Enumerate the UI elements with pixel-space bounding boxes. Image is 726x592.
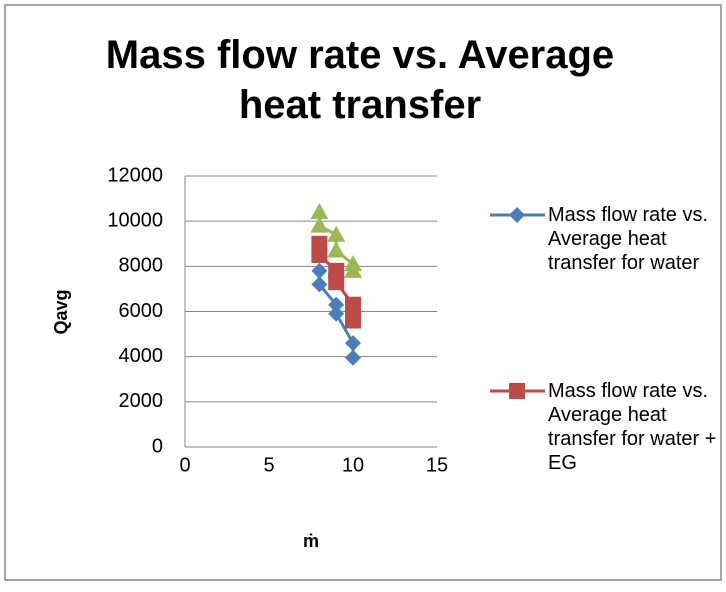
- x-tick-label: 5: [263, 454, 274, 476]
- marker: [327, 225, 346, 242]
- marker: [328, 274, 345, 291]
- chart-title: Mass flow rate vs. Average heat transfer: [105, 33, 615, 127]
- marker: [310, 203, 329, 220]
- marker: [328, 305, 345, 322]
- y-tick-label: 2000: [119, 390, 164, 412]
- marker: [345, 312, 361, 329]
- chart-border: [4, 4, 722, 581]
- y-tick-label: 4000: [119, 345, 164, 367]
- marker: [327, 241, 346, 258]
- marker: [328, 296, 345, 313]
- marker: [344, 261, 362, 278]
- y-tick-label: 6000: [119, 300, 164, 322]
- marker: [509, 383, 525, 399]
- x-tick-label: 15: [426, 454, 448, 476]
- marker: [345, 296, 361, 313]
- y-tick-label: 0: [152, 435, 163, 457]
- y-tick-label: 12000: [107, 164, 163, 186]
- x-tick-label: 10: [342, 454, 364, 476]
- marker: [311, 276, 328, 293]
- legend-text: Mass flow rate vs. Average heat transfer…: [548, 204, 709, 274]
- marker: [310, 216, 329, 233]
- y-tick-label: 8000: [119, 255, 164, 277]
- marker: [345, 349, 361, 366]
- y-axis-label: Qavg: [51, 289, 71, 334]
- marker: [509, 207, 525, 223]
- marker: [345, 335, 361, 352]
- marker: [311, 247, 328, 264]
- title-box: Mass flow rate vs. Average heat transfer: [105, 33, 615, 127]
- y-tick-label: 10000: [107, 209, 163, 231]
- legend-text: Mass flow rate vs. Average heat transfer…: [548, 380, 717, 474]
- x-tick-label: 0: [179, 454, 190, 476]
- marker: [311, 262, 328, 279]
- x-axis-label: ṁ: [303, 531, 319, 551]
